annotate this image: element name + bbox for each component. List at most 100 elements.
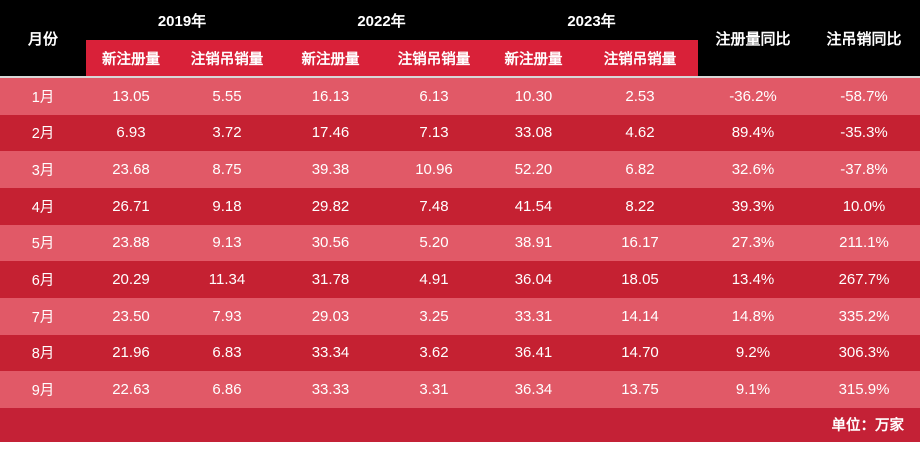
subheader-2022-deregistrations: 注销吊销量 — [383, 40, 485, 76]
value-cell: 18.05 — [621, 271, 659, 289]
month-cell: 1月 — [31, 89, 55, 106]
value-cell: 6.86 — [212, 381, 242, 399]
subheader-2023-new-registrations: 新注册量 — [485, 40, 582, 76]
value-cell: 6.93 — [116, 124, 146, 142]
value-cell: 16.13 — [311, 87, 350, 105]
value-cell: 13.75 — [621, 381, 659, 399]
yoy-cell: 335.2% — [838, 307, 890, 325]
value-cell: 2.53 — [625, 87, 655, 105]
value-cell: 14.14 — [621, 307, 659, 325]
table-row: 7月 23.50 7.93 29.03 3.25 33.31 14.14 14.… — [0, 297, 920, 335]
value-cell: 31.78 — [311, 271, 350, 289]
value-cell: 33.34 — [311, 344, 350, 362]
table-footer: 单位：万家 — [0, 407, 920, 442]
value-cell: 29.82 — [311, 197, 350, 215]
year-group-header-2019: 2019年 — [157, 12, 207, 30]
yoy-cell: 14.8% — [731, 307, 775, 325]
year-group-header-2023: 2023年 — [567, 12, 616, 30]
yoy-cell: 39.3% — [731, 197, 775, 215]
value-cell: 36.04 — [514, 271, 553, 289]
value-cell: 8.22 — [625, 197, 655, 215]
value-cell: 3.25 — [419, 307, 449, 325]
value-cell: 7.13 — [419, 124, 449, 142]
value-cell: 36.34 — [514, 381, 553, 399]
value-cell: 20.29 — [112, 271, 150, 289]
yoy-cell: 267.7% — [838, 271, 890, 289]
table-row: 6月 20.29 11.34 31.78 4.91 36.04 18.05 13… — [0, 261, 920, 298]
registrations-yoy-header: 注册量同比 — [715, 30, 791, 48]
deregistrations-yoy-header: 注吊销同比 — [826, 30, 902, 48]
subheader-2022-new-registrations: 新注册量 — [278, 40, 383, 76]
yoy-cell: 315.9% — [838, 381, 890, 399]
month-cell: 7月 — [31, 309, 55, 326]
value-cell: 16.17 — [621, 234, 659, 252]
value-cell: 10.30 — [514, 87, 553, 105]
value-cell: 30.56 — [311, 234, 350, 252]
value-cell: 3.72 — [212, 124, 242, 142]
yoy-cell: 9.1% — [735, 381, 771, 399]
table-row: 1月 13.05 5.55 16.13 6.13 10.30 2.53 -36.… — [0, 78, 920, 115]
value-cell: 5.55 — [212, 87, 242, 105]
yoy-cell: 10.0% — [842, 197, 886, 215]
value-cell: 7.48 — [419, 197, 449, 215]
yoy-cell: 89.4% — [731, 124, 775, 142]
unit-note: 单位：万家 — [831, 418, 905, 435]
subheader-2023-deregistrations: 注销吊销量 — [582, 40, 698, 76]
value-cell: 33.33 — [311, 381, 350, 399]
yoy-cell: 13.4% — [731, 271, 775, 289]
value-cell: 10.96 — [415, 161, 453, 179]
month-cell: 6月 — [31, 273, 55, 290]
month-cell: 9月 — [31, 383, 55, 400]
value-cell: 14.70 — [621, 344, 659, 362]
value-cell: 23.88 — [112, 234, 150, 252]
value-cell: 29.03 — [311, 307, 350, 325]
value-cell: 36.41 — [514, 344, 553, 362]
yoy-cell: -36.2% — [729, 87, 777, 105]
value-cell: 38.91 — [514, 234, 553, 252]
value-cell: 52.20 — [514, 161, 553, 179]
table-body: 1月 13.05 5.55 16.13 6.13 10.30 2.53 -36.… — [0, 78, 920, 408]
table-row: 5月 23.88 9.13 30.56 5.20 38.91 16.17 27.… — [0, 224, 920, 262]
value-cell: 17.46 — [311, 124, 350, 142]
yoy-cell: -58.7% — [840, 87, 888, 105]
value-cell: 4.91 — [419, 271, 449, 289]
value-cell: 33.08 — [514, 124, 553, 142]
table-row: 9月 22.63 6.86 33.33 3.31 36.34 13.75 9.1… — [0, 371, 920, 408]
yoy-cell: 306.3% — [838, 344, 890, 362]
value-cell: 23.50 — [112, 307, 150, 325]
value-cell: 3.62 — [419, 344, 449, 362]
value-cell: 6.13 — [419, 87, 449, 105]
value-cell: 13.05 — [112, 87, 150, 105]
header-separator-line — [0, 76, 920, 78]
value-cell: 22.63 — [112, 381, 150, 399]
table-row: 2月 6.93 3.72 17.46 7.13 33.08 4.62 89.4%… — [0, 114, 920, 152]
month-column-header: 月份 — [27, 30, 58, 48]
value-cell: 21.96 — [112, 344, 150, 362]
value-cell: 39.38 — [311, 161, 350, 179]
value-cell: 6.82 — [625, 161, 655, 179]
month-cell: 3月 — [31, 163, 55, 180]
value-cell: 23.68 — [112, 161, 150, 179]
yoy-cell: 9.2% — [735, 344, 771, 362]
value-cell: 6.83 — [212, 344, 242, 362]
value-cell: 11.34 — [208, 271, 246, 289]
month-cell: 5月 — [31, 236, 55, 253]
value-cell: 9.18 — [212, 197, 242, 215]
yoy-cell: -37.8% — [840, 161, 888, 179]
month-cell: 2月 — [31, 126, 55, 143]
table-row: 3月 23.68 8.75 39.38 10.96 52.20 6.82 32.… — [0, 151, 920, 188]
table-header: 月份 2019年 2022年 2023年 新注册量 注销吊销量 新注册量 注销吊… — [0, 0, 920, 76]
subheader-2019-new-registrations: 新注册量 — [86, 40, 176, 76]
value-cell: 3.31 — [419, 381, 449, 399]
value-cell: 7.93 — [212, 307, 242, 325]
yoy-cell: 27.3% — [731, 234, 775, 252]
month-cell: 4月 — [31, 199, 55, 216]
yoy-cell: 211.1% — [839, 234, 889, 252]
yoy-cell: 32.6% — [731, 161, 775, 179]
table-row: 4月 26.71 9.18 29.82 7.48 41.54 8.22 39.3… — [0, 187, 920, 225]
value-cell: 26.71 — [112, 197, 150, 215]
yoy-cell: -35.3% — [840, 124, 888, 142]
value-cell: 5.20 — [419, 234, 449, 252]
value-cell: 4.62 — [625, 124, 655, 142]
